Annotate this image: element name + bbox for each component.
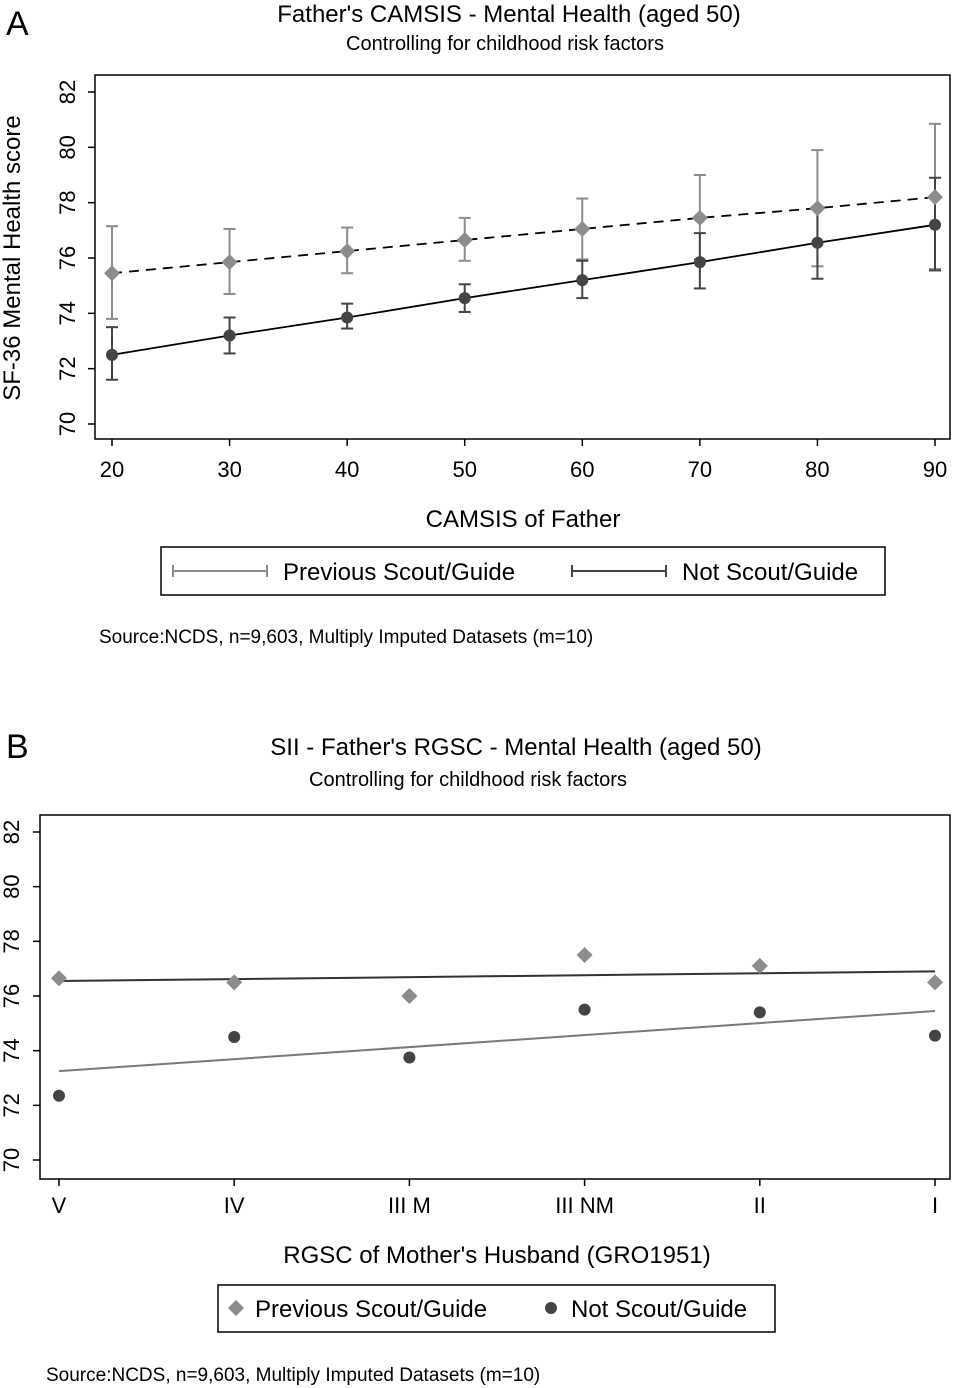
previous-scout-line [111, 196, 936, 275]
panel-b-title: SII - Father's RGSC - Mental Health (age… [270, 734, 761, 761]
y-tick-label: 72 [0, 1093, 24, 1117]
panel-b-plot-frame [39, 814, 951, 1180]
not-scout-point [693, 256, 706, 269]
previous-scout-point [927, 974, 943, 991]
x-tick-label: II [754, 1193, 766, 1218]
panel-a-legend-box [160, 546, 886, 596]
not-scout-point [929, 218, 941, 231]
not-scout-point [929, 1029, 941, 1042]
panel-a-x-ticks: 20 30 40 50 60 70 80 90 [100, 439, 947, 482]
not-scout-point [811, 236, 824, 249]
y-tick-label: 78 [55, 190, 80, 214]
panel-b-letter: B [6, 728, 29, 766]
x-tick-label: 20 [100, 457, 124, 482]
x-tick-label: IV [224, 1193, 245, 1218]
panel-a-legend-label-not: Not Scout/Guide [682, 559, 858, 586]
panel-a-legend-label-previous: Previous Scout/Guide [283, 559, 515, 586]
previous-scout-point [576, 947, 593, 963]
y-tick-label: 70 [0, 1148, 24, 1172]
y-tick-label: 80 [0, 874, 24, 898]
panel-b-x-ticks: V IV III M III NM II I [52, 1179, 938, 1218]
panel-b-legend-key-not [545, 1302, 557, 1314]
panel-a-letter: A [6, 5, 29, 43]
not-scout-point [228, 1031, 241, 1043]
panel-b-source-note: Source:NCDS, n=9,603, Multiply Imputed D… [46, 1365, 540, 1386]
y-tick-label: 72 [55, 356, 80, 380]
panel-a-legend: Previous Scout/Guide Not Scout/Guide [160, 546, 886, 596]
x-tick-label: 70 [688, 457, 712, 482]
y-tick-label: 76 [55, 246, 80, 270]
not-scout-point [576, 274, 589, 287]
x-tick-label: III NM [555, 1193, 614, 1218]
not-scout-point [106, 348, 118, 361]
panel-b-legend-key-previous [228, 1300, 244, 1316]
x-tick-label: 50 [452, 457, 476, 482]
panel-b-plot-marks [51, 947, 943, 1102]
not-scout-point [753, 1006, 766, 1019]
not-scout-point [458, 292, 471, 305]
previous-scout-point [104, 265, 120, 282]
x-tick-label: 90 [923, 457, 947, 482]
x-tick-label: 80 [805, 457, 829, 482]
panel-b-legend-label-not: Not Scout/Guide [571, 1296, 747, 1323]
panel-b-y-ticks: 70 72 74 76 78 80 82 [0, 820, 40, 1172]
panel-a-x-axis-title: CAMSIS of Father [426, 506, 621, 533]
panel-a-subtitle: Controlling for childhood risk factors [346, 33, 664, 55]
previous-scout-point [751, 957, 768, 974]
panel-a-plot-frame [94, 74, 951, 440]
not-scout-point [341, 311, 354, 324]
y-tick-label: 82 [55, 80, 80, 104]
legend-key-circle [545, 1302, 557, 1314]
panel-b-legend-label-previous: Previous Scout/Guide [255, 1296, 487, 1323]
panel-b-legend-box [217, 1284, 776, 1333]
panel-a-legend-key-not [571, 565, 667, 577]
panel-a-source-note: Source:NCDS, n=9,603, Multiply Imputed D… [99, 627, 593, 648]
panel-b-x-axis-title: RGSC of Mother's Husband (GRO1951) [283, 1242, 710, 1269]
x-tick-label: I [932, 1193, 938, 1218]
not-scout-line [111, 223, 936, 356]
x-tick-label: III M [388, 1193, 431, 1218]
previous-scout-point [456, 232, 473, 249]
x-tick-label: 40 [335, 457, 359, 482]
not-scout-point [578, 1003, 591, 1016]
panel-b-legend: Previous Scout/Guide Not Scout/Guide [217, 1284, 776, 1333]
previous-scout-fit-line [58, 970, 936, 982]
y-tick-label: 74 [55, 301, 80, 325]
panel-a-title: Father's CAMSIS - Mental Health (aged 50… [277, 1, 740, 28]
panel-a: A Father's CAMSIS - Mental Health (aged … [0, 1, 951, 648]
panel-b-subtitle: Controlling for childhood risk factors [309, 769, 627, 791]
not-scout-fit-line [58, 1010, 936, 1073]
y-tick-label: 80 [55, 135, 80, 159]
not-scout-point [223, 329, 236, 342]
y-tick-label: 82 [0, 820, 24, 844]
y-tick-label: 78 [0, 929, 24, 953]
panel-a-y-ticks: 70 72 74 76 78 80 82 [55, 80, 95, 436]
panel-a-legend-key-previous [172, 565, 268, 577]
not-scout-point [53, 1089, 65, 1102]
panel-a-y-axis-title: SF-36 Mental Health score [0, 115, 26, 400]
legend-key-diamond [228, 1300, 244, 1316]
previous-scout-point [809, 200, 826, 217]
panel-b: B SII - Father's RGSC - Mental Health (a… [0, 728, 951, 1386]
x-tick-label: 30 [217, 457, 241, 482]
y-tick-label: 70 [55, 412, 80, 436]
not-scout-point [403, 1051, 416, 1064]
previous-scout-point [691, 209, 708, 226]
x-tick-label: 60 [570, 457, 594, 482]
panel-a-plot-marks [104, 122, 943, 381]
previous-scout-point [221, 254, 238, 271]
y-tick-label: 76 [0, 984, 24, 1008]
previous-scout-point [339, 243, 356, 260]
previous-scout-point [401, 988, 418, 1004]
previous-scout-point [51, 970, 67, 987]
previous-scout-point [927, 189, 943, 206]
y-tick-label: 74 [0, 1038, 24, 1062]
previous-scout-point [226, 974, 243, 991]
x-tick-label: V [52, 1193, 67, 1218]
previous-scout-point [574, 220, 591, 237]
